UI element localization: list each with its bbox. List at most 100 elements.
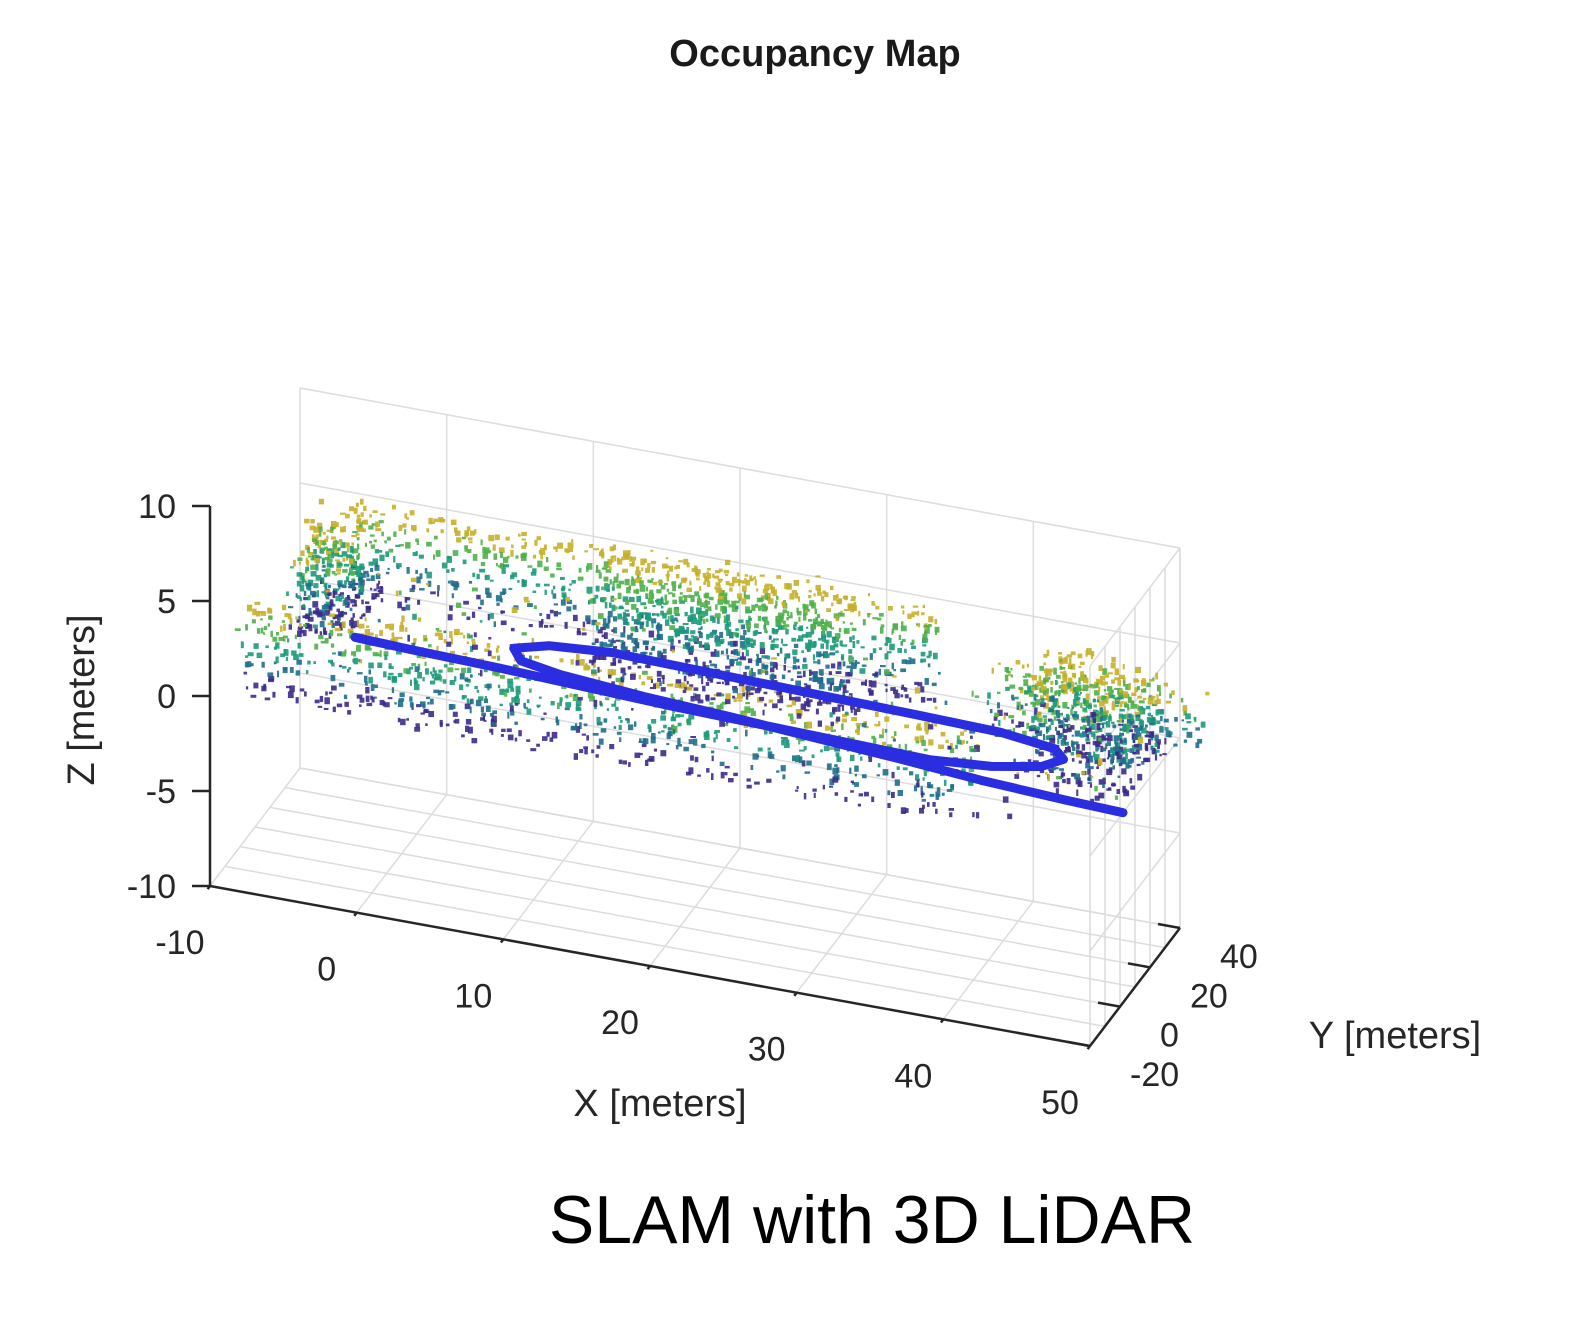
cloud-point bbox=[364, 617, 367, 622]
cloud-point bbox=[324, 697, 330, 705]
cloud-point bbox=[783, 664, 786, 671]
cloud-point bbox=[433, 554, 436, 560]
cloud-point bbox=[286, 685, 292, 689]
cloud-point bbox=[927, 663, 931, 668]
cloud-point bbox=[881, 728, 885, 735]
cloud-point bbox=[331, 551, 334, 559]
cloud-point bbox=[338, 682, 345, 687]
cloud-point bbox=[359, 616, 363, 620]
cloud-point bbox=[618, 606, 624, 610]
cloud-point bbox=[1136, 756, 1142, 759]
cloud-point bbox=[677, 737, 681, 745]
cloud-point bbox=[675, 564, 680, 569]
cloud-point bbox=[378, 520, 384, 524]
cloud-point bbox=[716, 617, 720, 624]
cloud-point bbox=[1154, 754, 1158, 761]
cloud-point bbox=[1034, 707, 1038, 715]
cloud-point bbox=[1095, 715, 1101, 723]
cloud-point bbox=[729, 587, 733, 592]
cloud-point bbox=[892, 738, 896, 742]
cloud-point bbox=[850, 780, 854, 783]
cloud-point bbox=[491, 721, 496, 726]
cloud-point bbox=[1061, 667, 1066, 670]
cloud-point bbox=[851, 717, 857, 722]
cloud-point bbox=[1076, 714, 1079, 720]
cloud-point bbox=[948, 808, 954, 811]
cloud-point bbox=[805, 642, 811, 650]
cloud-point bbox=[731, 606, 738, 612]
cloud-point bbox=[385, 571, 390, 575]
cloud-point bbox=[443, 639, 447, 644]
cloud-point bbox=[549, 609, 554, 614]
cloud-point bbox=[874, 674, 878, 678]
cloud-point bbox=[1016, 701, 1021, 707]
cloud-point bbox=[565, 702, 572, 708]
cloud-point bbox=[1078, 677, 1081, 685]
cloud-point bbox=[855, 729, 859, 734]
cloud-point bbox=[651, 719, 657, 724]
cloud-point bbox=[651, 623, 654, 628]
cloud-point bbox=[517, 580, 520, 583]
cloud-point bbox=[804, 701, 810, 706]
cloud-point bbox=[598, 654, 604, 660]
cloud-point bbox=[666, 732, 671, 740]
cloud-point bbox=[413, 638, 417, 645]
cloud-point bbox=[770, 584, 773, 590]
cloud-point bbox=[657, 677, 661, 682]
cloud-point bbox=[543, 544, 547, 551]
cloud-point bbox=[340, 542, 346, 549]
cloud-point bbox=[402, 523, 407, 528]
cloud-point bbox=[500, 734, 504, 737]
cloud-point bbox=[363, 505, 367, 512]
cloud-point bbox=[1123, 790, 1130, 797]
cloud-point bbox=[451, 593, 454, 599]
cloud-point bbox=[1030, 725, 1037, 730]
cloud-point bbox=[835, 671, 842, 674]
cloud-point bbox=[718, 595, 724, 601]
cloud-point bbox=[1118, 723, 1124, 726]
cloud-point bbox=[779, 647, 783, 654]
cloud-point bbox=[929, 793, 935, 797]
cloud-point bbox=[706, 568, 711, 571]
cloud-point bbox=[878, 720, 881, 725]
cloud-point bbox=[303, 590, 307, 596]
cloud-point bbox=[814, 608, 818, 615]
cloud-point bbox=[761, 603, 766, 607]
cloud-point bbox=[331, 526, 336, 529]
cloud-point bbox=[501, 728, 506, 732]
cloud-point bbox=[921, 612, 925, 616]
cloud-point bbox=[752, 639, 756, 646]
cloud-point bbox=[437, 690, 442, 696]
cloud-point bbox=[880, 665, 886, 668]
cloud-point bbox=[1023, 679, 1029, 687]
cloud-point bbox=[471, 587, 478, 592]
cloud-point bbox=[385, 623, 390, 629]
cloud-point bbox=[750, 765, 754, 770]
cloud-point bbox=[713, 731, 717, 734]
cloud-point bbox=[393, 556, 396, 563]
cloud-point bbox=[345, 605, 349, 608]
cloud-point bbox=[610, 662, 616, 666]
cloud-point bbox=[1076, 789, 1079, 796]
cloud-point bbox=[358, 623, 365, 629]
cloud-point bbox=[409, 696, 413, 702]
cloud-point bbox=[429, 671, 433, 675]
cloud-point bbox=[465, 684, 470, 687]
cloud-point bbox=[735, 628, 739, 631]
cloud-point bbox=[843, 629, 847, 633]
cloud-point bbox=[442, 679, 447, 684]
cloud-point bbox=[1070, 708, 1073, 716]
cloud-point bbox=[413, 677, 417, 685]
cloud-point bbox=[749, 642, 753, 647]
cloud-point bbox=[307, 595, 311, 601]
cloud-point bbox=[583, 723, 588, 727]
cloud-point bbox=[1122, 785, 1126, 793]
cloud-point bbox=[826, 763, 832, 771]
cloud-point bbox=[1039, 722, 1046, 728]
x-tick-label: 30 bbox=[748, 1031, 786, 1069]
cloud-point bbox=[530, 748, 537, 752]
cloud-point bbox=[631, 556, 637, 561]
cloud-point bbox=[1097, 680, 1103, 683]
cloud-point bbox=[615, 639, 621, 642]
